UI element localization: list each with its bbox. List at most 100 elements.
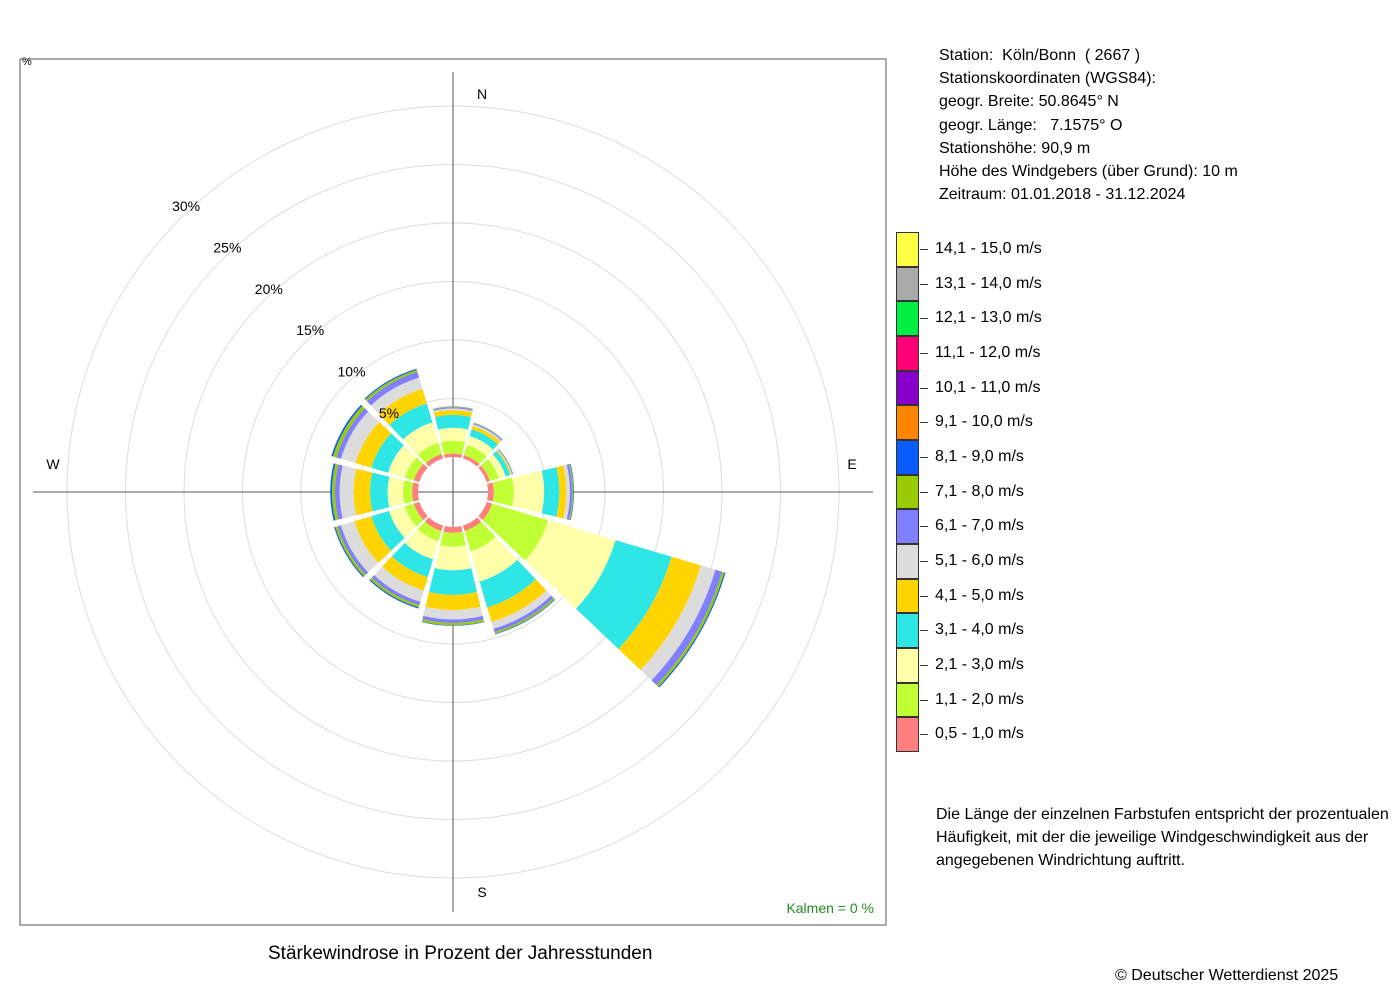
calm-label: Kalmen = 0 % bbox=[786, 900, 874, 916]
period: Zeitraum: 01.01.2018 - 31.12.2024 bbox=[939, 186, 1186, 204]
legend-label: 14,1 - 15,0 m/s bbox=[935, 240, 1042, 257]
wind-segment bbox=[413, 463, 428, 483]
wind-segment bbox=[463, 444, 487, 465]
wind-segment bbox=[371, 510, 405, 551]
wind-segment bbox=[469, 429, 499, 450]
wind-segment bbox=[388, 445, 417, 478]
station-info: Station: Köln/Bonn ( 2667 ) Stationskoor… bbox=[939, 44, 1238, 206]
ring-label: 5% bbox=[379, 405, 399, 421]
legend-tick bbox=[920, 318, 928, 320]
wind-segment bbox=[333, 405, 365, 458]
wind-segment bbox=[353, 468, 373, 516]
legend-label: 2,1 - 3,0 m/s bbox=[935, 655, 1024, 673]
wind-segment bbox=[389, 506, 417, 538]
legend-tick bbox=[920, 387, 928, 389]
wind-segment bbox=[434, 545, 472, 571]
wind-segment bbox=[423, 606, 483, 620]
legend-swatch bbox=[896, 370, 919, 406]
legend-tick bbox=[920, 664, 928, 666]
wind-segment bbox=[493, 595, 554, 633]
wind-segment bbox=[331, 404, 363, 457]
wind-segment bbox=[433, 408, 473, 413]
legend-tick bbox=[920, 283, 928, 285]
wind-segment bbox=[374, 566, 424, 602]
legend-tick bbox=[920, 249, 928, 250]
copyright: © Deutscher Wetterdienst 2025 bbox=[1115, 967, 1339, 984]
wind-segment bbox=[421, 621, 485, 626]
legend-swatch bbox=[896, 439, 919, 475]
wind-segment bbox=[471, 425, 501, 445]
legend-tick bbox=[920, 734, 928, 736]
wind-segment bbox=[575, 540, 672, 649]
ring-label: 30% bbox=[172, 198, 200, 214]
wind-segment bbox=[438, 427, 468, 443]
legend-swatch bbox=[896, 717, 919, 752]
legend-label: 7,1 - 8,0 m/s bbox=[935, 482, 1024, 500]
wind-segment bbox=[568, 463, 574, 521]
legend-tick bbox=[920, 560, 928, 562]
plot-frame bbox=[19, 58, 887, 926]
wind-segment bbox=[482, 503, 549, 561]
wind-segment bbox=[428, 568, 478, 595]
wind-segment bbox=[412, 482, 419, 502]
legend-swatch bbox=[896, 613, 919, 648]
wind-segment bbox=[334, 464, 343, 520]
wind-segment bbox=[570, 463, 574, 521]
wind-segment bbox=[541, 467, 560, 517]
wind-segment bbox=[512, 470, 545, 514]
station-name: Station: Köln/Bonn ( 2667 ) bbox=[939, 47, 1141, 64]
wind-segment bbox=[340, 521, 379, 573]
wind-segment bbox=[382, 556, 428, 591]
wind-segment bbox=[487, 579, 547, 623]
wind-segment bbox=[563, 464, 570, 520]
legend-swatch bbox=[896, 509, 919, 544]
axis-unit-label: % bbox=[22, 56, 32, 68]
wind-segment bbox=[354, 516, 392, 563]
wind-segment bbox=[366, 372, 420, 406]
legend-tick bbox=[920, 456, 928, 458]
wind-segment bbox=[424, 517, 444, 532]
wind-segment bbox=[525, 520, 616, 609]
wind-segment bbox=[470, 536, 518, 582]
wind-segment bbox=[404, 457, 424, 481]
wind-segment bbox=[370, 472, 390, 512]
wind-segment bbox=[422, 615, 484, 623]
wind-segment bbox=[433, 406, 473, 410]
wind-segment bbox=[413, 501, 428, 521]
wind-segment bbox=[355, 422, 392, 468]
wind-segment bbox=[332, 463, 339, 521]
wind-segment bbox=[421, 619, 485, 626]
note-line: angegebenen Windrichtung auftritt. bbox=[936, 852, 1186, 869]
wind-segment bbox=[651, 569, 723, 686]
legend-tick bbox=[920, 526, 928, 528]
explanation-note: Die Länge der einzelnen Farbstufen entsp… bbox=[936, 803, 1396, 872]
wind-segment bbox=[492, 450, 511, 477]
wind-segment bbox=[441, 440, 465, 455]
legend-swatch bbox=[896, 266, 919, 302]
compass-label-n: N bbox=[477, 86, 487, 102]
ring-label: 10% bbox=[338, 364, 366, 380]
legend-swatch bbox=[896, 335, 919, 371]
wind-segment bbox=[462, 455, 480, 467]
ring-label: 25% bbox=[213, 239, 241, 255]
legend-tick bbox=[920, 595, 928, 597]
legend-tick bbox=[920, 491, 928, 493]
wind-segment bbox=[404, 503, 424, 527]
compass-label-e: E bbox=[847, 456, 856, 472]
legend-label: 3,1 - 4,0 m/s bbox=[935, 621, 1024, 639]
wind-segment bbox=[433, 410, 473, 418]
legend-tick bbox=[920, 352, 928, 354]
legend-label: 1,1 - 2,0 m/s bbox=[935, 690, 1024, 708]
legend-swatch bbox=[896, 578, 919, 614]
wind-segment bbox=[402, 480, 414, 504]
legend-tick bbox=[920, 630, 928, 632]
legend-label: 11,1 - 12,0 m/s bbox=[935, 343, 1041, 361]
legend-swatch bbox=[896, 682, 919, 718]
wind-segment bbox=[466, 436, 494, 457]
wind-segment bbox=[435, 414, 471, 430]
legend-swatch bbox=[896, 647, 919, 683]
legend-label: 0,5 - 1,0 m/s bbox=[935, 725, 1024, 743]
wind-segment bbox=[389, 403, 433, 440]
legend-label: 6,1 - 7,0 m/s bbox=[935, 517, 1024, 535]
wind-segment bbox=[340, 411, 380, 464]
